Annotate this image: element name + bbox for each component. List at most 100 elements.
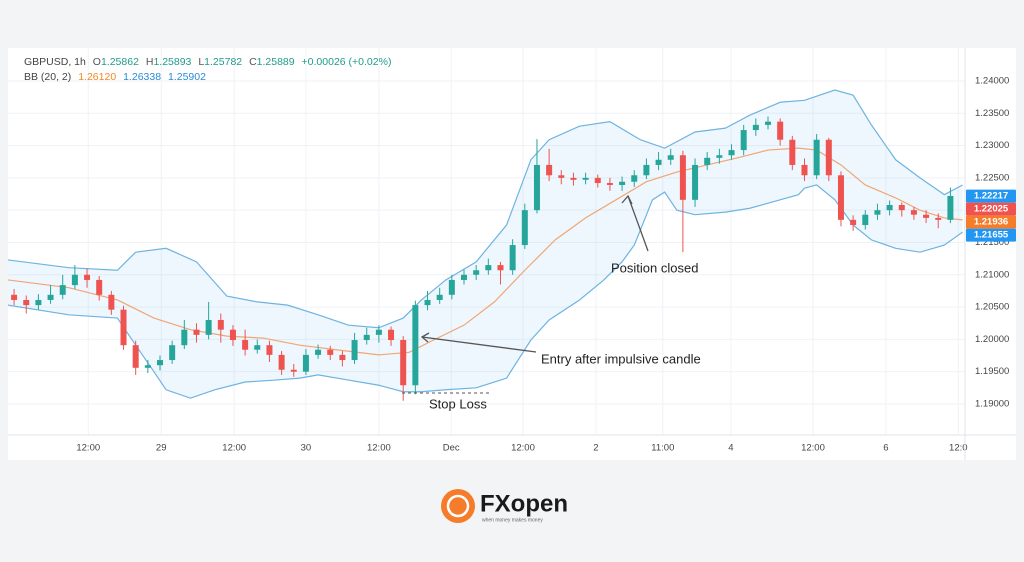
candle-body (704, 157, 711, 165)
candle-body (132, 345, 139, 368)
candle-body (765, 121, 772, 125)
price-tag-label: 1.22217 (974, 191, 1008, 202)
candle-body (448, 279, 455, 295)
candle-body (910, 210, 917, 215)
annotation: Entry after impulsive candle (541, 351, 701, 366)
candle-body (521, 210, 528, 246)
change: +0.00026 (+0.02%) (301, 56, 392, 68)
ohlc-key: O (92, 56, 101, 68)
x-tick-label: Dec (443, 443, 460, 454)
y-tick-label: 1.20000 (975, 334, 1009, 345)
candle-body (874, 210, 881, 215)
candle-body (582, 177, 589, 180)
arrow-head (621, 194, 633, 205)
chart: 12:00 29 12:00 30 12:00 Dec 12:00 2 11:00 4 12:00 6… (8, 48, 1016, 460)
x-tick-label: 11:00 (651, 443, 674, 454)
candle-body (716, 155, 723, 158)
y-tick-label: 1.21000 (975, 269, 1009, 280)
ohlc-value: 1.25782 (204, 56, 243, 68)
candle-body (266, 345, 273, 355)
candle-body (497, 265, 504, 271)
candle-body (509, 245, 516, 271)
candle-body (619, 181, 626, 185)
arrow-head (420, 332, 430, 343)
price-tag (966, 215, 1016, 229)
candle-body (108, 294, 115, 310)
candle-body (546, 164, 553, 176)
candle-body (375, 329, 382, 335)
y-tick-label: 1.23000 (975, 140, 1009, 151)
price-tag-label: 1.21655 (974, 230, 1009, 241)
x-tick-label: 12:0 (949, 443, 968, 454)
y-tick-label: 1.22500 (975, 172, 1009, 183)
candle-body (169, 345, 176, 361)
band-line (8, 89, 963, 329)
candle-body (935, 217, 942, 220)
candle-body (242, 340, 249, 350)
arrow (421, 336, 537, 353)
candle-body (181, 329, 188, 346)
candle-body (631, 175, 638, 182)
candle-body (570, 177, 577, 180)
candle-body (363, 334, 370, 341)
x-tick-label: 12:00 (511, 443, 535, 454)
chart-panel: 12:00 29 12:00 30 12:00 Dec 12:00 2 11:00 4 12:00 6… (8, 48, 1016, 460)
candle-body (862, 214, 869, 226)
candle-body (205, 319, 212, 335)
candle-body (23, 299, 30, 306)
indicator-header: BB (20, 2) 1.26120 1.26338 1.25902 (24, 71, 210, 83)
candle-body (290, 369, 297, 372)
annotation: Position closed (611, 260, 698, 275)
indicator-value: 1.26120 (78, 71, 117, 83)
logo: FXopen when money makes money (441, 489, 568, 523)
candle-body (400, 340, 407, 386)
candle-body (655, 159, 662, 165)
candle-body (789, 139, 796, 165)
ohlc-value: 1.25893 (153, 56, 192, 68)
candle-body (558, 175, 565, 178)
candle-body (388, 329, 395, 341)
candle-body (47, 294, 54, 300)
candle-body (424, 299, 431, 306)
price-tag (966, 202, 1016, 216)
candle-body (923, 214, 930, 218)
price-tag-label: 1.22025 (974, 204, 1009, 215)
candle-body (412, 305, 419, 386)
candle-body (777, 121, 784, 140)
candle-body (801, 164, 808, 176)
candle-body (254, 345, 261, 350)
band-line (8, 184, 963, 399)
candle-body (692, 164, 699, 200)
candle-body (339, 354, 346, 361)
candle-body (947, 195, 954, 220)
candle-body (752, 124, 759, 131)
y-tick-label: 1.20500 (975, 302, 1009, 313)
candle-body (594, 177, 601, 184)
candle-body (898, 204, 905, 211)
symbol-header: GBPUSD, 1h O1.25862 H1.25893 L1.25782 C1… (24, 56, 395, 68)
candle-body (728, 150, 735, 156)
price-tag-label: 1.21936 (974, 217, 1008, 228)
candle-body (643, 164, 650, 176)
candle-body (315, 349, 322, 355)
ohlc-value: 1.25889 (256, 56, 295, 68)
candle-body (302, 354, 309, 372)
indicator-value: 1.25902 (167, 71, 206, 83)
candle-body (436, 294, 443, 300)
candle-body (217, 319, 224, 330)
candle-body (813, 139, 820, 176)
ohlc-key: C (249, 56, 257, 68)
logo-tagline: when money makes money (482, 517, 543, 523)
candle-body (837, 175, 844, 220)
logo-icon (441, 489, 475, 523)
band-fill (8, 89, 963, 399)
candle-body (533, 164, 540, 211)
price-tag (966, 228, 1016, 242)
indicator-value: 1.26338 (123, 71, 162, 83)
candle-body (84, 274, 91, 280)
candle-body (825, 139, 832, 176)
candle-body (59, 285, 66, 295)
x-tick-label: 29 (156, 443, 167, 454)
candle-body (351, 340, 358, 361)
